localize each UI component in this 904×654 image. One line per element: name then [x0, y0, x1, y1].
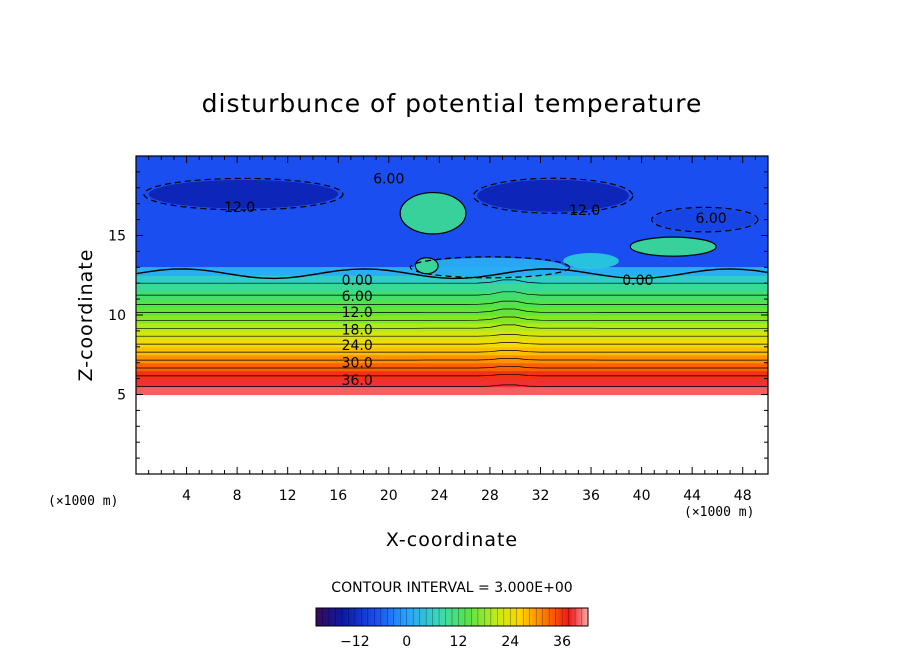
negative-contour	[651, 206, 759, 233]
contour-line	[136, 308, 768, 313]
contour-label: 18.0	[342, 322, 373, 338]
contour-line	[136, 384, 768, 387]
x-tick-label: 12	[279, 488, 297, 504]
x-tick-label: 40	[633, 488, 651, 504]
x-tick-label: 4	[182, 488, 191, 504]
contour-interval-text: CONTOUR INTERVAL = 3.000E+00	[331, 580, 572, 596]
zero-contour	[136, 268, 768, 280]
contour-label: 6.00	[696, 211, 727, 227]
contour-label: 12.0	[569, 203, 600, 219]
contour-label: 12.0	[224, 200, 255, 216]
contour-line	[136, 342, 768, 345]
theta-band	[136, 354, 768, 364]
contour-label: 6.00	[342, 289, 373, 305]
theta-band	[136, 386, 768, 396]
disturbance-patch	[400, 192, 466, 234]
x-tick-label: 24	[430, 488, 448, 504]
y-tick-label: 10	[108, 308, 126, 324]
theta-band	[136, 362, 768, 372]
contour-line	[136, 350, 768, 353]
x-right-unit-label: (×1000 m)	[684, 505, 754, 520]
theta-band	[136, 346, 768, 356]
contour-line	[136, 334, 768, 337]
theta-band	[136, 378, 768, 388]
contour-line	[136, 373, 768, 377]
positive-contour	[414, 257, 439, 275]
theta-band	[136, 275, 768, 284]
colorbar-tick-label: 12	[450, 634, 468, 650]
contour-line	[136, 300, 768, 305]
colorbar-tick-label: 0	[402, 634, 411, 650]
theta-band	[136, 338, 768, 348]
contour-line	[136, 324, 768, 329]
y-axis-label: Z-coordinate	[75, 249, 97, 382]
x-tick-label: 44	[683, 488, 701, 504]
contour-label: 36.0	[342, 373, 373, 389]
positive-contour	[399, 191, 467, 235]
colorbar-tick-label: 24	[501, 634, 519, 650]
contour-label: 30.0	[342, 356, 373, 372]
colorbar-frame	[315, 607, 589, 627]
negative-contour	[472, 177, 634, 214]
theta-band	[136, 370, 768, 380]
x-tick-label: 20	[380, 488, 398, 504]
colorbar-tick-label: 36	[553, 634, 571, 650]
contour-label: 0.00	[342, 273, 373, 289]
theta-band	[136, 283, 768, 292]
theta-band	[136, 299, 768, 308]
x-tick-label: 28	[481, 488, 499, 504]
theta-band	[136, 315, 768, 324]
positive-contour	[629, 236, 717, 257]
disturbance-patch	[654, 208, 756, 231]
disturbance-patch	[414, 257, 566, 277]
x-axis: 4 8 12 16 20 24 28 32 36 40 44 48	[148, 156, 756, 504]
x-tick-label: 32	[532, 488, 550, 504]
x-left-unit-label: (×1000 m)	[48, 494, 118, 509]
contour-line	[136, 316, 768, 321]
disturbance-patch	[630, 237, 717, 257]
contour-label: 12.0	[342, 305, 373, 321]
contour-line	[136, 365, 768, 369]
colorbar: −12 0 12 24 36	[315, 607, 589, 650]
disturbance-patch	[148, 179, 339, 209]
contour-line	[136, 279, 768, 284]
theta-band	[136, 307, 768, 316]
contour-line	[136, 291, 768, 296]
contour-label: 0.00	[622, 273, 653, 289]
contour-line	[136, 358, 768, 361]
x-axis-label: X-coordinate	[386, 529, 518, 551]
negative-contour	[409, 256, 571, 279]
chart-title: disturbunce of potential temperature	[202, 89, 703, 118]
disturbance-patch	[563, 252, 619, 269]
contour-label: 6.00	[373, 171, 404, 187]
disturbance-patch	[477, 179, 629, 212]
y-tick-label: 15	[108, 229, 126, 245]
contour-label: 24.0	[342, 338, 373, 354]
theta-band	[136, 330, 768, 340]
x-tick-label: 8	[233, 488, 242, 504]
theta-band	[136, 322, 768, 332]
negative-contour	[143, 177, 344, 211]
y-tick-label: 5	[117, 388, 126, 404]
y-axis: 5 10 15	[108, 171, 768, 459]
colorbar-tick-label: −12	[340, 634, 370, 650]
x-tick-label: 36	[582, 488, 600, 504]
x-tick-label: 16	[329, 488, 347, 504]
x-tick-label: 48	[734, 488, 752, 504]
